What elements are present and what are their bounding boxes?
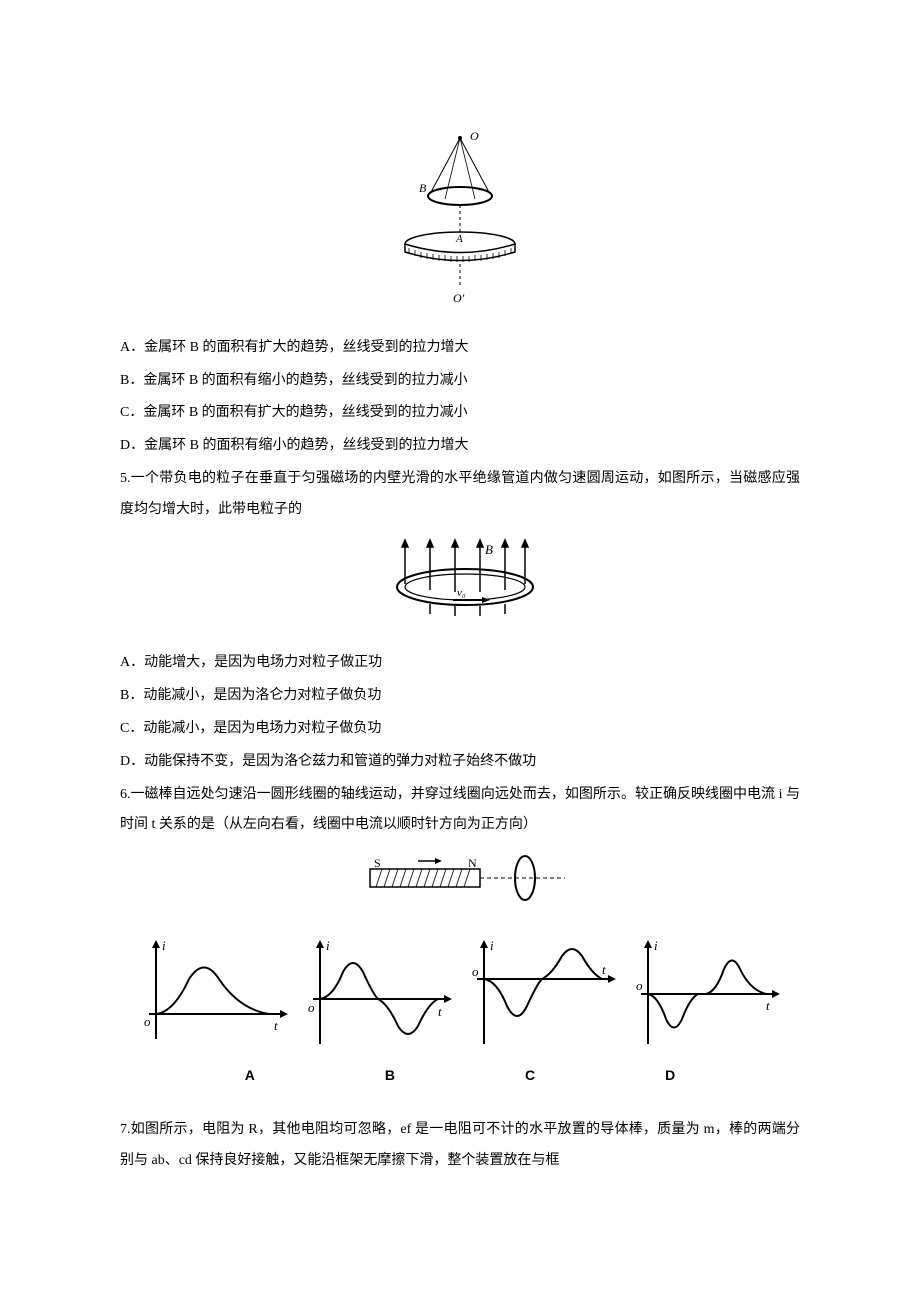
q6-label-d: D [665,1060,675,1091]
svg-text:i: i [162,938,166,953]
q5-label-v: v₀ [457,587,466,599]
q5-option-d: D．动能保持不变，是因为洛仑兹力和管道的弹力对粒子始终不做功 [120,747,800,778]
q4-label-b: B [419,181,427,195]
svg-text:o: o [636,978,643,993]
svg-text:o: o [144,1014,151,1029]
q5-option-c: C．动能减小，是因为电场力对粒子做负功 [120,714,800,745]
svg-text:t: t [274,1018,278,1033]
q6-graph-d: i o t [626,934,786,1054]
q4-option-d: D．金属环 B 的面积有缩小的趋势，丝线受到的拉力增大 [120,431,800,462]
q4-label-o: O [470,129,479,143]
svg-text:t: t [766,998,770,1013]
q6-label-c: C [525,1060,535,1091]
q7-stem: 7.如图所示，电阻为 R，其他电阻均可忽略，ef 是一电阻可不计的水平放置的导体… [120,1115,800,1177]
q6-graph-labels: A B C D [120,1060,800,1091]
q6-stem: 6.一磁棒自远处匀速沿一圆形线圈的轴线运动，并穿过线圈向远处而去，如图所示。较正… [120,780,800,842]
q5-option-a: A．动能增大，是因为电场力对粒子做正功 [120,648,800,679]
q6-graph-b: i o t [298,934,458,1054]
q4-label-o2: O′ [453,291,465,305]
q5-option-b: B．动能减小，是因为洛仑力对粒子做负功 [120,681,800,712]
svg-text:i: i [654,938,658,953]
svg-text:i: i [326,938,330,953]
svg-text:t: t [602,962,606,977]
q4-figure: O B A O′ [120,126,800,319]
q4-option-b: B．金属环 B 的面积有缩小的趋势，丝线受到的拉力减小 [120,366,800,397]
q6-label-b: B [385,1060,395,1091]
q6-label-n: N [468,856,477,870]
q4-label-a: A [455,233,463,245]
q4-option-c: C．金属环 B 的面积有扩大的趋势，丝线受到的拉力减小 [120,398,800,429]
svg-text:i: i [490,938,494,953]
q6-graph-c: i o t [462,934,622,1054]
q6-graphs: i o t i o t i o t i o t [120,934,800,1054]
svg-text:o: o [472,964,479,979]
q6-label-a: A [245,1060,255,1091]
svg-text:o: o [308,1000,315,1015]
q4-option-a: A．金属环 B 的面积有扩大的趋势，丝线受到的拉力增大 [120,333,800,364]
q6-graph-a: i o t [134,934,294,1054]
svg-text:t: t [438,1004,442,1019]
q5-figure: B v₀ [120,532,800,635]
q5-stem: 5.一个带负电的粒子在垂直于匀强磁场的内壁光滑的水平绝缘管道内做匀速圆周运动，如… [120,464,800,526]
q6-label-s: S [374,856,381,870]
q5-label-b: B [485,542,493,557]
q6-figure: S N [120,847,800,920]
